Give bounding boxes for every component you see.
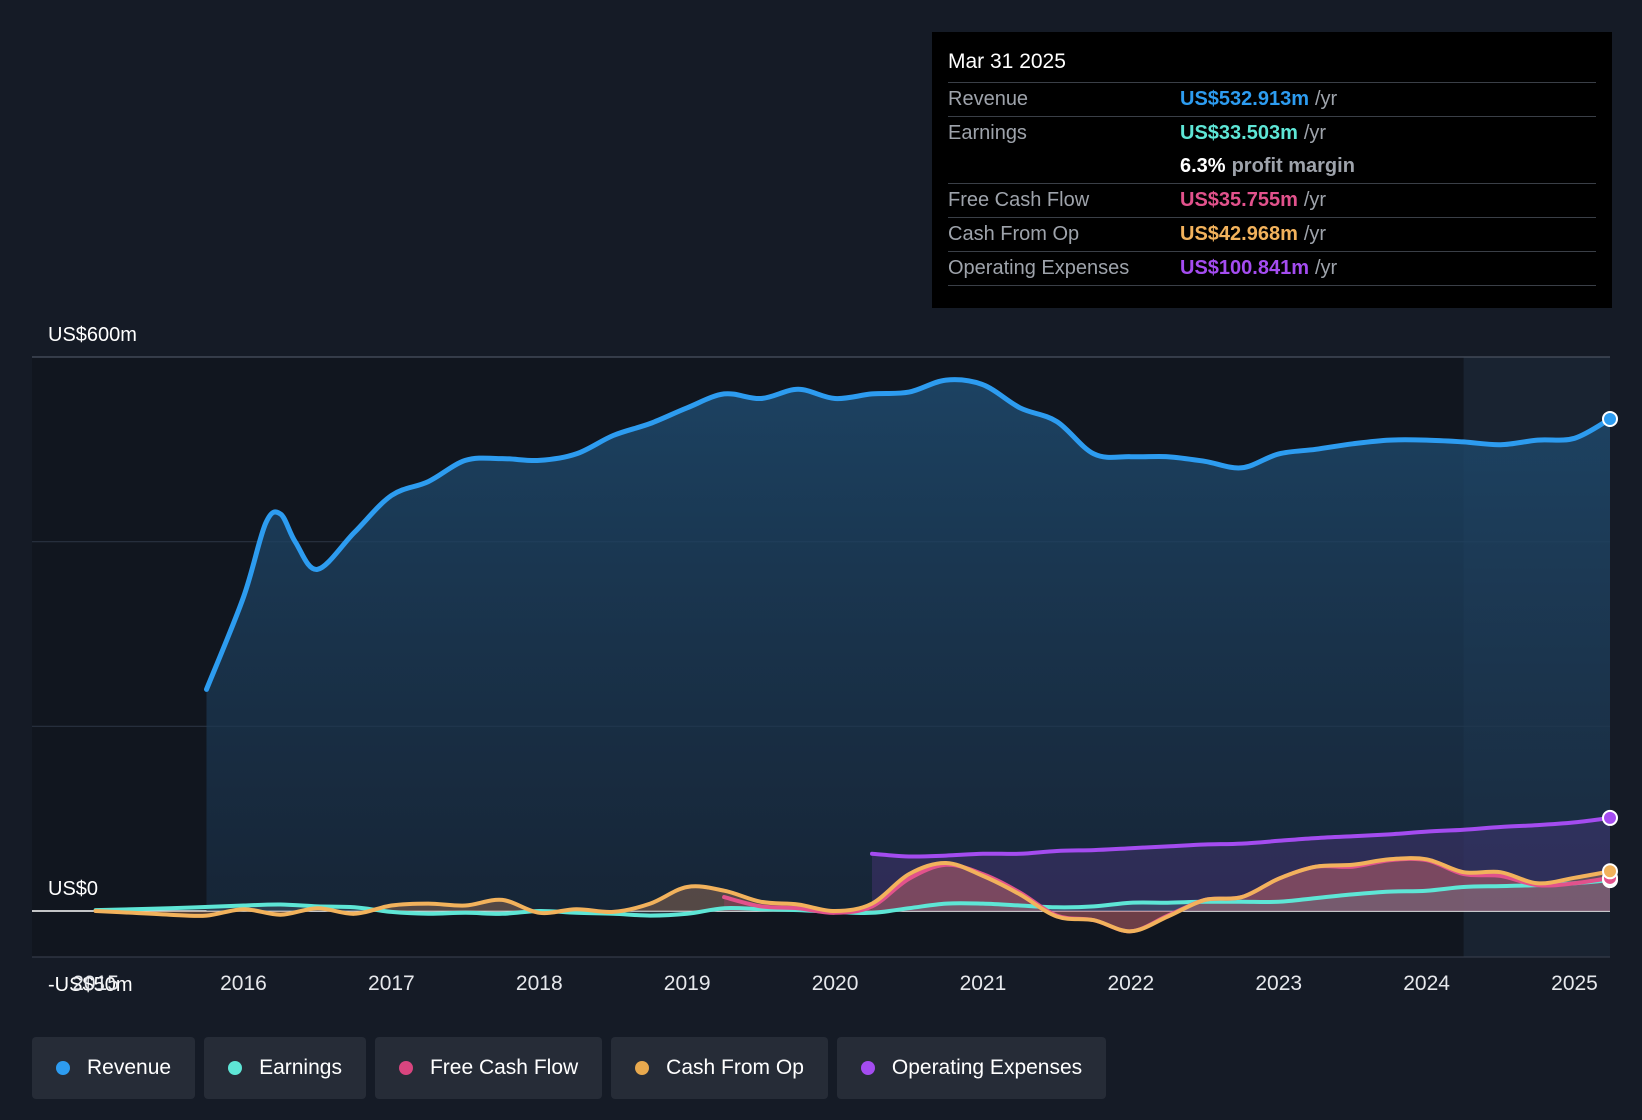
end-marker-cash-from-op bbox=[1602, 863, 1618, 880]
legend-item-free-cash-flow[interactable]: Free Cash Flow bbox=[374, 1037, 603, 1099]
tooltip-unit: /yr bbox=[1314, 257, 1338, 279]
tooltip-row-earnings: Earnings US$33.503m /yr bbox=[948, 117, 1596, 150]
tooltip-unit: /yr bbox=[1314, 88, 1338, 110]
tooltip-value: US$35.755m bbox=[1180, 189, 1298, 211]
tooltip-row-free-cash-flow: Free Cash Flow US$35.755m /yr bbox=[948, 184, 1596, 218]
x-tick-label: 2021 bbox=[960, 972, 1007, 995]
legend-label: Free Cash Flow bbox=[429, 1056, 579, 1079]
x-tick-label: 2017 bbox=[368, 972, 415, 995]
tooltip-unit: /yr bbox=[1303, 223, 1327, 245]
end-marker-revenue bbox=[1602, 410, 1618, 427]
area-revenue bbox=[206, 379, 1610, 911]
legend-dot-icon bbox=[635, 1061, 650, 1075]
legend-label: Cash From Op bbox=[666, 1056, 804, 1079]
tooltip-label: Free Cash Flow bbox=[948, 189, 1090, 211]
legend-dot-icon bbox=[56, 1061, 70, 1075]
y-label-600m: US$600m bbox=[48, 324, 137, 346]
tooltip-date: Mar 31 2025 bbox=[948, 46, 1596, 83]
tooltip-row-revenue: Revenue US$532.913m /yr bbox=[948, 83, 1596, 117]
line-layer bbox=[93, 377, 1613, 934]
tooltip-label: Operating Expenses bbox=[948, 257, 1130, 279]
legend-item-revenue[interactable]: Revenue bbox=[32, 1037, 196, 1099]
tooltip-unit: /yr bbox=[1303, 122, 1327, 144]
end-marker-operating-expenses bbox=[1602, 809, 1618, 826]
area-operating-expenses bbox=[872, 817, 1610, 911]
line-operating-expenses bbox=[870, 815, 1612, 859]
y-label-neg-50m: -US$50m bbox=[48, 974, 132, 996]
tooltip-value: US$100.841m bbox=[1180, 257, 1309, 279]
area-earnings bbox=[95, 880, 1611, 916]
x-tick-label: 2024 bbox=[1403, 972, 1450, 995]
tooltip-unit: profit margin bbox=[1231, 155, 1355, 177]
legend-dot-icon bbox=[398, 1061, 413, 1075]
tooltip-unit: /yr bbox=[1303, 189, 1327, 211]
legend-label: Earnings bbox=[259, 1056, 342, 1079]
tooltip-label: Earnings bbox=[948, 122, 1027, 144]
x-tick-label: 2023 bbox=[1255, 972, 1302, 995]
y-label-0: US$0 bbox=[48, 878, 98, 900]
x-tick-label: 2019 bbox=[664, 972, 711, 995]
legend-item-earnings[interactable]: Earnings bbox=[204, 1037, 366, 1099]
legend-label: Revenue bbox=[87, 1056, 172, 1079]
line-earnings bbox=[93, 878, 1612, 918]
marker-layer bbox=[1602, 410, 1618, 889]
tooltip-value: 6.3% bbox=[1180, 155, 1226, 177]
legend-label: Operating Expenses bbox=[891, 1056, 1083, 1079]
tooltip-label: Cash From Op bbox=[948, 223, 1080, 245]
area-layer bbox=[95, 379, 1611, 932]
x-tick-label: 2020 bbox=[812, 972, 859, 995]
x-tick-label: 2025 bbox=[1551, 972, 1598, 995]
line-cash-from-op bbox=[93, 856, 1612, 934]
line-revenue bbox=[204, 377, 1613, 692]
tooltip-panel: Mar 31 2025 Revenue US$532.913m /yr Earn… bbox=[932, 32, 1612, 308]
area-free-cash-flow bbox=[724, 858, 1610, 932]
x-tick-label: 2015 bbox=[72, 972, 119, 995]
tooltip-value: US$532.913m bbox=[1180, 88, 1309, 110]
tooltip-row-operating-expenses: Operating Expenses US$100.841m /yr bbox=[948, 252, 1596, 286]
legend-dot-icon bbox=[860, 1061, 875, 1075]
tooltip-row-profit-margin: 6.3% profit margin bbox=[948, 150, 1596, 184]
tooltip-label: Revenue bbox=[948, 88, 1029, 110]
area-cash-from-op bbox=[95, 858, 1611, 932]
x-tick-label: 2016 bbox=[220, 972, 267, 995]
legend-dot-icon bbox=[228, 1061, 243, 1075]
tooltip-value: US$33.503m bbox=[1180, 122, 1298, 144]
tooltip-value: US$42.968m bbox=[1180, 223, 1298, 245]
tooltip-row-cash-from-op: Cash From Op US$42.968m /yr bbox=[948, 218, 1596, 252]
legend-item-operating-expenses[interactable]: Operating Expenses bbox=[836, 1037, 1107, 1099]
x-tick-label: 2018 bbox=[516, 972, 563, 995]
x-tick-label: 2022 bbox=[1107, 972, 1154, 995]
legend-item-cash-from-op[interactable]: Cash From Op bbox=[611, 1037, 828, 1099]
legend: Revenue Earnings Free Cash Flow Cash Fro… bbox=[32, 1037, 1107, 1099]
